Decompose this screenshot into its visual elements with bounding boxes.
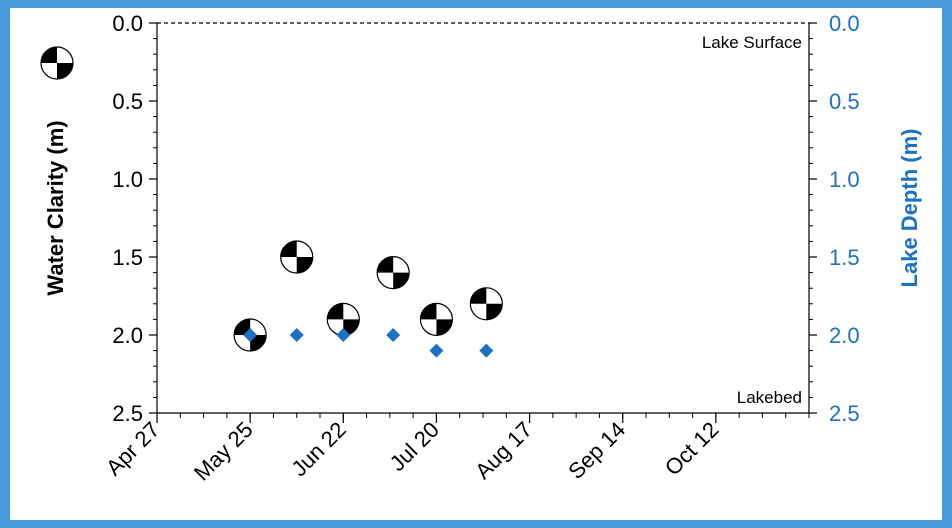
x-tick-label: May 25 — [189, 417, 258, 486]
lake-depth-point — [243, 328, 258, 342]
x-tick-label: Aug 17 — [470, 417, 537, 484]
lake-depth-point — [386, 328, 401, 342]
right-y-tick-label: 0.5 — [829, 89, 860, 114]
right-axis-title: Lake Depth (m) — [897, 129, 922, 288]
left-axis-title: Water Clarity (m) — [43, 120, 68, 295]
water-clarity-chart: 0.00.51.01.52.02.50.00.51.01.52.02.5Apr … — [40, 11, 922, 486]
lake-depth-point — [289, 328, 304, 342]
water-clarity-point — [376, 256, 410, 290]
chart-card: 0.0 0.5 1.0 1.5 2.0 2.5 0.0 0.5 1.0 1.5 2.0 2.5 Apr … — [10, 8, 942, 520]
left-y-tick-label: 2.0 — [112, 323, 143, 348]
secchi-disk-icon — [40, 46, 74, 80]
right-y-tick-label: 2.5 — [829, 401, 860, 426]
right-y-tick-label: 1.5 — [829, 245, 860, 270]
left-y-tick-label: 1.5 — [112, 245, 143, 270]
left-y-tick-label: 1.0 — [112, 167, 143, 192]
lake-depth-point — [429, 343, 444, 358]
x-tick-label: Jun 22 — [286, 417, 350, 481]
right-y-tick-label: 2.0 — [829, 323, 860, 348]
water-clarity-point — [419, 302, 454, 336]
water-clarity-point — [280, 240, 314, 274]
left-y-tick-label: 0.0 — [112, 11, 143, 36]
lake-depth-point — [336, 328, 351, 342]
x-tick-label: Jul 20 — [385, 417, 444, 476]
x-tick-label: Apr 27 — [101, 417, 165, 481]
x-tick-label: Oct 12 — [660, 417, 724, 481]
lake-surface-label: Lake Surface — [702, 33, 802, 52]
left-y-tick-label: 0.5 — [112, 89, 143, 114]
water-clarity-point — [326, 302, 360, 336]
right-y-tick-label: 0.0 — [829, 11, 860, 36]
left-y-tick-label: 2.5 — [112, 401, 143, 426]
x-tick-label: Sep 14 — [563, 417, 630, 484]
water-clarity-point — [469, 287, 503, 321]
lake-depth-point — [479, 343, 494, 358]
lakebed-label: Lakebed — [737, 388, 802, 407]
right-y-tick-label: 1.0 — [829, 167, 860, 192]
